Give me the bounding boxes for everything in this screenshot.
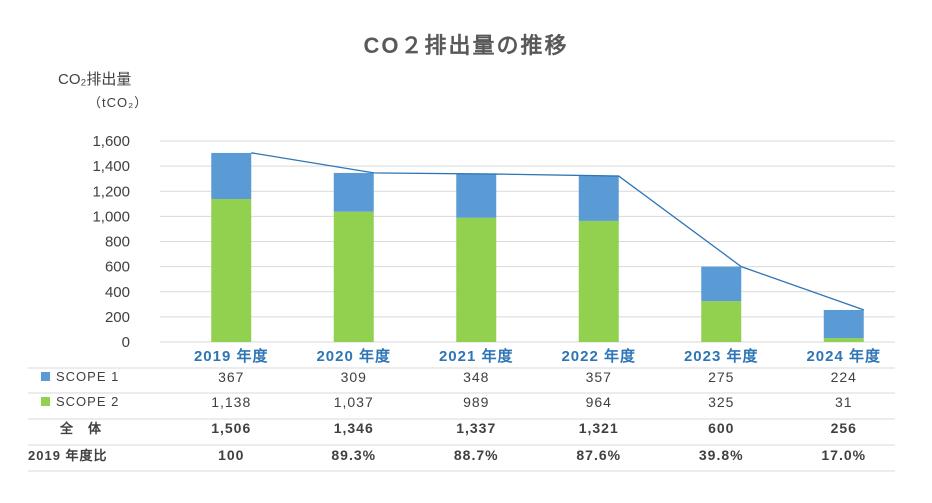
- table-cell: 600: [708, 420, 734, 436]
- table-cell: 87.6%: [576, 447, 621, 463]
- bar-scope1: [333, 172, 374, 212]
- table-row-label: 全 体: [59, 421, 102, 436]
- legend-marker-scope1: [41, 372, 50, 381]
- table-cell: 17.0%: [821, 447, 866, 463]
- bar-scope1: [701, 266, 742, 302]
- y-tick-label: 1,400: [92, 158, 130, 175]
- table-cell: 309: [341, 369, 367, 385]
- table-cell: 224: [831, 369, 857, 385]
- bar-scope2: [701, 301, 742, 342]
- category-label: 2023 年度: [684, 347, 759, 365]
- table-cell: 39.8%: [699, 447, 744, 463]
- y-tick-label: 1,200: [92, 183, 130, 200]
- table-cell: 31: [835, 394, 853, 410]
- table-cell: 1,321: [579, 420, 619, 436]
- table-cell: 256: [831, 420, 857, 436]
- bar-scope1: [456, 174, 497, 218]
- y-axis-unit: （tCO₂）: [88, 95, 149, 110]
- bar-scope1: [823, 309, 864, 339]
- table-row-label: SCOPE 2: [56, 394, 119, 409]
- category-label: 2022 年度: [561, 347, 636, 365]
- y-axis-label: CO₂排出量: [58, 71, 132, 88]
- table-cell: 367: [218, 369, 244, 385]
- bar-scope2: [823, 338, 864, 342]
- table-row-label: SCOPE 1: [56, 369, 119, 384]
- total-line: [251, 152, 864, 311]
- y-tick-label: 600: [105, 259, 130, 276]
- bar-scope1: [211, 152, 252, 200]
- bar-scope2: [211, 199, 252, 342]
- y-tick-label: 200: [105, 309, 130, 326]
- table-cell: 1,346: [334, 420, 374, 436]
- table-cell: 1,037: [334, 394, 374, 410]
- table-cell: 89.3%: [331, 447, 376, 463]
- bar-scope2: [456, 217, 497, 342]
- table-cell: 989: [463, 394, 489, 410]
- table-cell: 100: [218, 447, 244, 463]
- category-label: 2019 年度: [194, 347, 269, 365]
- bar-scope1: [578, 176, 619, 221]
- table-cell: 964: [586, 394, 612, 410]
- table-cell: 325: [708, 394, 734, 410]
- table-cell: 275: [708, 369, 734, 385]
- bar-scope2: [333, 211, 374, 342]
- table-cell: 88.7%: [454, 447, 499, 463]
- table-row-label: 2019 年度比: [28, 448, 108, 463]
- table-cell: 348: [463, 369, 489, 385]
- chart-title: CO２排出量の推移: [363, 33, 569, 58]
- y-tick-label: 800: [105, 234, 130, 251]
- category-label: 2021 年度: [439, 347, 514, 365]
- bar-scope2: [578, 220, 619, 342]
- y-tick-label: 400: [105, 284, 130, 301]
- y-tick-label: 1,000: [92, 208, 130, 225]
- y-tick-label: 1,600: [92, 133, 130, 150]
- table-cell: 357: [586, 369, 612, 385]
- legend-marker-scope2: [41, 397, 50, 406]
- y-tick-label: 0: [122, 334, 130, 351]
- category-label: 2020 年度: [316, 347, 391, 365]
- table-cell: 1,337: [456, 420, 496, 436]
- table-cell: 1,506: [211, 420, 251, 436]
- table-cell: 1,138: [211, 394, 251, 410]
- category-label: 2024 年度: [806, 347, 881, 365]
